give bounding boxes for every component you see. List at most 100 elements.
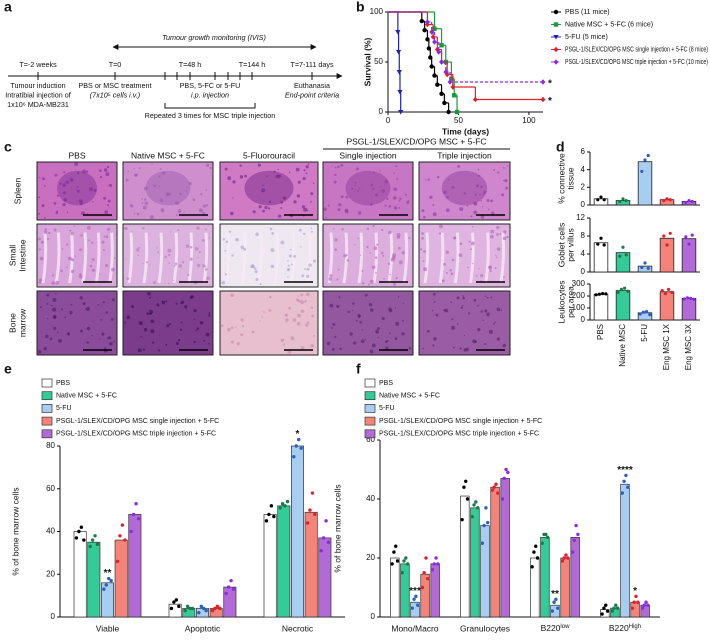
tissue-texture	[284, 273, 286, 275]
villus	[402, 232, 409, 284]
tissue-texture	[99, 273, 101, 276]
tissue-texture	[344, 209, 349, 214]
replicate-point	[129, 529, 133, 534]
tissue-texture	[107, 199, 111, 203]
tissue-texture	[81, 211, 85, 216]
bar	[593, 242, 609, 273]
tissue-texture	[287, 349, 292, 354]
tissue-texture	[47, 317, 49, 320]
tissue-texture	[369, 279, 374, 284]
tissue-texture	[456, 296, 460, 300]
tissue-texture	[76, 189, 80, 193]
legend-swatch	[364, 416, 376, 426]
tissue-texture	[491, 211, 495, 215]
tissue-texture	[395, 165, 398, 168]
y-axis-label: tissue	[565, 167, 575, 189]
replicate-point	[213, 606, 217, 611]
tissue-texture	[488, 329, 493, 334]
tissue-texture	[289, 248, 292, 251]
tissue-texture	[373, 246, 378, 251]
tissue-texture	[282, 343, 285, 346]
y-tick-label: 0	[51, 612, 56, 621]
replicate-point	[612, 606, 616, 610]
tissue-texture	[46, 293, 50, 297]
tissue-texture	[502, 343, 507, 348]
tissue-texture	[388, 230, 392, 235]
y-tick-label: 2	[581, 182, 586, 191]
replicate-point	[269, 504, 274, 508]
bar	[615, 200, 631, 206]
tissue-texture	[86, 225, 91, 230]
tissue-texture	[86, 213, 89, 215]
tissue-texture	[234, 326, 237, 329]
tissue-texture	[103, 196, 107, 200]
tissue-texture	[474, 204, 476, 206]
bar	[681, 297, 697, 321]
replicate-point	[554, 597, 558, 601]
tissue-texture	[381, 189, 386, 193]
tissue-texture	[298, 228, 302, 232]
tissue-texture	[480, 310, 483, 313]
villus	[157, 232, 164, 284]
tissue-texture	[490, 229, 495, 234]
tissue-texture	[180, 300, 185, 304]
tissue-texture	[254, 270, 258, 274]
tissue-texture	[296, 194, 300, 198]
tissue-texture	[239, 164, 242, 167]
tissue-texture	[196, 327, 200, 330]
tissue-texture	[93, 188, 97, 192]
tissue-texture	[45, 334, 49, 339]
villus	[127, 232, 134, 284]
tissue-texture	[262, 209, 266, 213]
tissue-texture	[175, 342, 179, 346]
point	[426, 46, 432, 51]
tissue-texture	[240, 318, 244, 322]
tissue-texture	[477, 304, 479, 307]
tissue-texture	[473, 210, 478, 215]
tissue-texture	[196, 226, 200, 230]
tissue-texture	[374, 256, 378, 259]
y-tick-label: 4	[581, 165, 586, 174]
villus	[484, 232, 490, 284]
point	[428, 55, 433, 60]
tissue-texture	[287, 264, 290, 267]
replicate-point	[436, 562, 440, 566]
replicate-point	[640, 265, 644, 270]
legend-marker	[553, 35, 559, 40]
legend-label: PSGL-1/SLEX/CD/OPG MSC triple injection …	[56, 431, 216, 438]
tissue-texture	[297, 180, 301, 184]
replicate-point	[432, 562, 436, 566]
tissue-texture	[407, 200, 410, 203]
tissue-texture	[422, 260, 425, 263]
tissue-texture	[351, 187, 354, 190]
tissue-texture	[480, 185, 483, 188]
tissue-texture	[477, 168, 480, 171]
x-tick-label: Eng MSC 1X	[662, 323, 671, 370]
replicate-point	[502, 476, 506, 481]
tissue-texture	[277, 168, 279, 171]
tissue-texture	[325, 216, 327, 219]
tissue-texture	[372, 187, 375, 190]
replicate-point	[231, 587, 236, 591]
tissue-texture	[423, 267, 428, 272]
bar	[390, 557, 400, 618]
tissue-texture	[227, 327, 231, 332]
tissue-texture	[433, 301, 436, 303]
tissue-texture	[127, 170, 129, 173]
villus	[81, 232, 88, 284]
x-tick-label: B220low	[541, 623, 571, 633]
tissue-texture	[480, 274, 484, 278]
replicate-point	[204, 608, 208, 613]
tissue-texture	[179, 192, 182, 196]
tissue-texture	[65, 180, 70, 184]
replicate-point	[264, 519, 269, 523]
replicate-point	[640, 606, 645, 610]
micrograph	[36, 223, 118, 288]
tissue-texture	[230, 326, 234, 330]
tissue-texture	[102, 248, 105, 252]
tissue-texture	[479, 193, 482, 196]
tissue-texture	[357, 237, 359, 240]
tissue-texture	[103, 235, 106, 238]
tissue-texture	[59, 182, 62, 185]
tissue-texture	[51, 274, 55, 277]
